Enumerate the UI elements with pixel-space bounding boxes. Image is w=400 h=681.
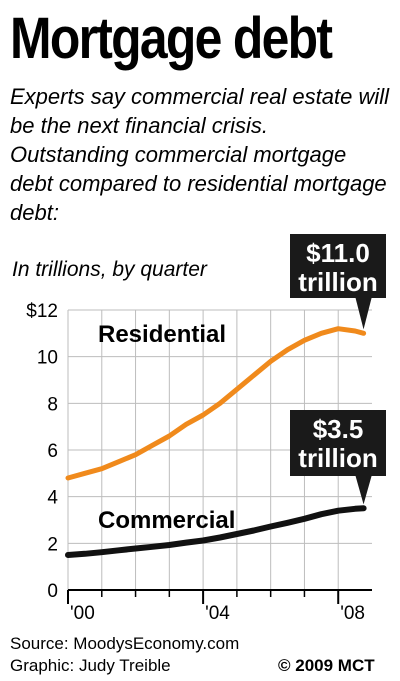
series-line-commercial — [65, 505, 367, 558]
callout-box — [290, 234, 386, 298]
y-tick-label: 4 — [47, 488, 58, 509]
x-tick-label: '00 — [70, 603, 95, 624]
y-axis: $12 10 8 6 4 2 0 — [26, 301, 58, 602]
page-title: Mortgage debt — [10, 6, 333, 71]
series-lines — [65, 326, 367, 558]
callout-unit: trillion — [298, 443, 377, 473]
y-tick-label: 2 — [47, 534, 58, 555]
series-line-residential — [65, 326, 367, 481]
chart-subtitle: Experts say commercial real estate will … — [10, 84, 390, 225]
y-tick-label: 8 — [47, 394, 58, 415]
callout-value: $11.0 — [306, 238, 370, 268]
callout-pointer — [355, 298, 372, 330]
copyright: © 2009 MCT — [278, 656, 375, 675]
y-tick-label: $12 — [26, 301, 58, 322]
y-tick-label: 10 — [37, 348, 58, 369]
graphic-credit: Graphic: Judy Treible — [10, 656, 171, 675]
series-label-residential: Residential — [98, 321, 226, 348]
unit-label: In trillions, by quarter — [12, 258, 208, 281]
x-tick-label: '08 — [340, 603, 365, 624]
y-tick-label: 0 — [47, 581, 58, 602]
series-label-commercial: Commercial — [98, 507, 235, 534]
y-tick-label: 6 — [47, 441, 58, 462]
x-axis: '00 '04 '08 — [67, 589, 372, 624]
callout-unit: trillion — [298, 267, 377, 297]
callout-value: $3.5 — [313, 414, 364, 444]
x-tick-label: '04 — [205, 603, 230, 624]
callout-pointer — [355, 476, 372, 505]
source-note: Source: MoodysEconomy.com — [10, 634, 240, 653]
callout-box — [290, 410, 386, 476]
